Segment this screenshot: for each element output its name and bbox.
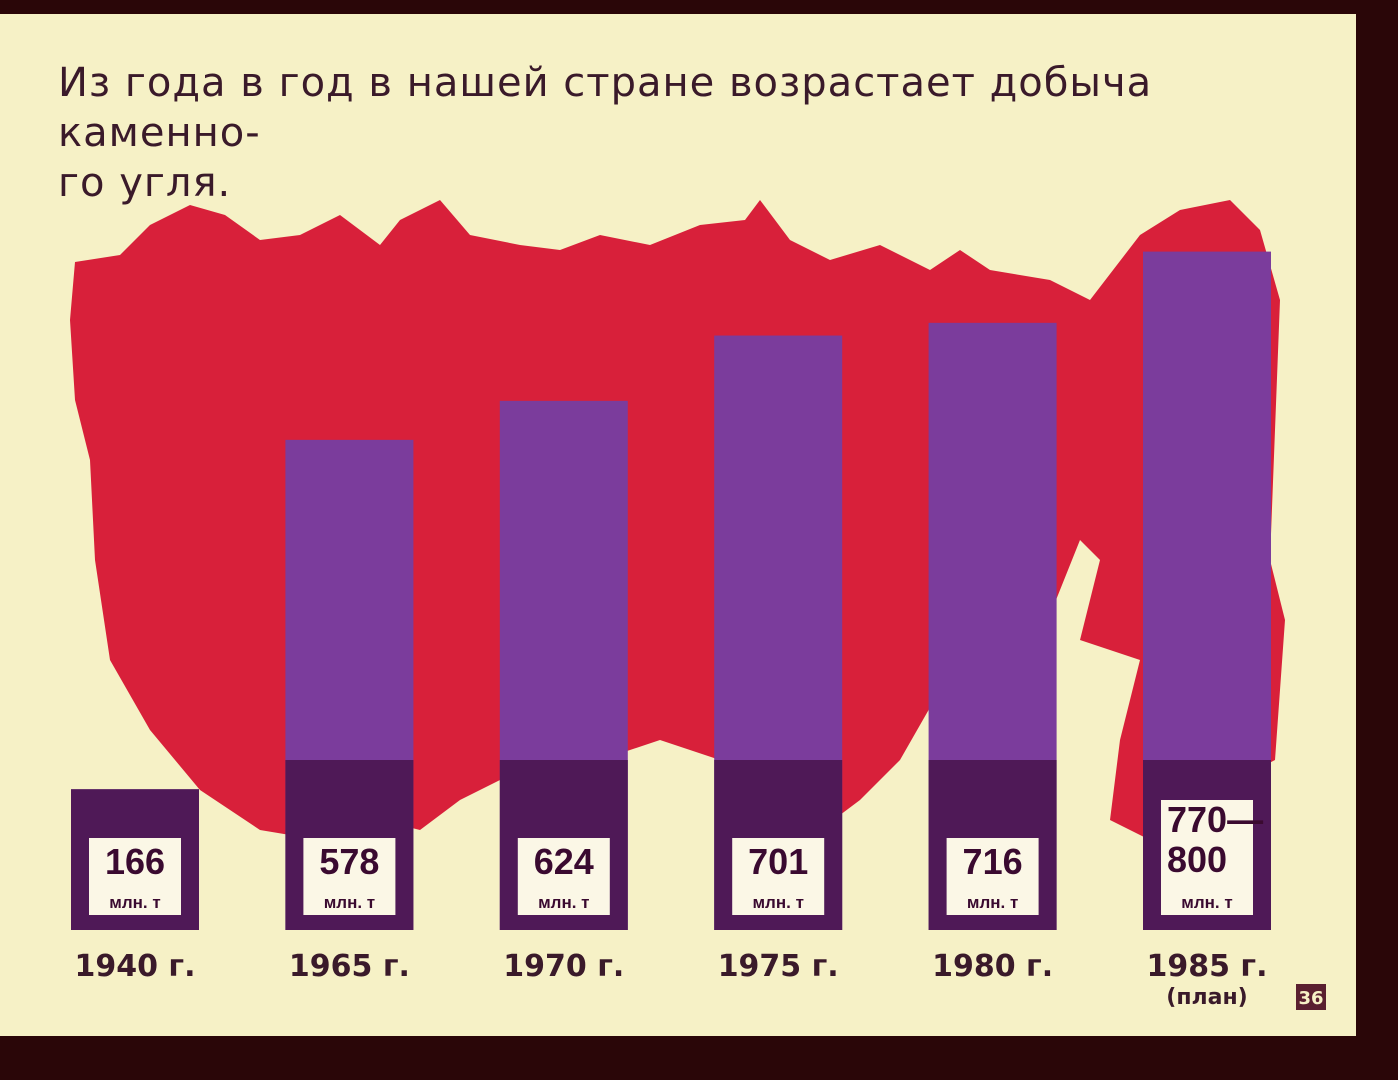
value-label: 624 — [534, 841, 594, 882]
label-box — [89, 838, 181, 915]
label-box — [517, 838, 610, 915]
unit-label: млн. т — [324, 893, 375, 912]
x-tick-label: 1940 г. — [74, 949, 195, 984]
map — [70, 200, 1285, 840]
chart-title: Из года в год в нашей стране возрастает … — [58, 60, 1153, 206]
unit-label: млн. т — [752, 893, 803, 912]
value-label: 578 — [319, 841, 379, 882]
label-box — [303, 838, 396, 915]
label-box — [1161, 800, 1253, 915]
label-box — [946, 838, 1039, 915]
category-note: (план) — [1166, 985, 1247, 1010]
x-tick-label: 1975 г. — [718, 949, 839, 984]
value-label: 770— 800 — [1167, 799, 1263, 880]
value-label: 166 — [105, 841, 165, 882]
x-tick-label: 1970 г. — [503, 949, 624, 984]
x-tick-label: 1985 г. — [1146, 949, 1267, 984]
slide-number: 36 — [1298, 988, 1323, 1009]
slide-number-box — [1296, 984, 1326, 1010]
unit-label: млн. т — [109, 893, 160, 912]
x-tick-label: 1965 г. — [289, 949, 410, 984]
unit-label: млн. т — [967, 893, 1018, 912]
value-label-line: 770— — [1167, 799, 1263, 840]
label-box — [732, 838, 825, 915]
value-label-line: 800 — [1167, 839, 1227, 880]
value-label: 701 — [748, 841, 808, 882]
value-label: 716 — [963, 841, 1023, 882]
unit-label: млн. т — [1181, 893, 1232, 912]
unit-label: млн. т — [538, 893, 589, 912]
x-tick-label: 1980 г. — [932, 949, 1053, 984]
